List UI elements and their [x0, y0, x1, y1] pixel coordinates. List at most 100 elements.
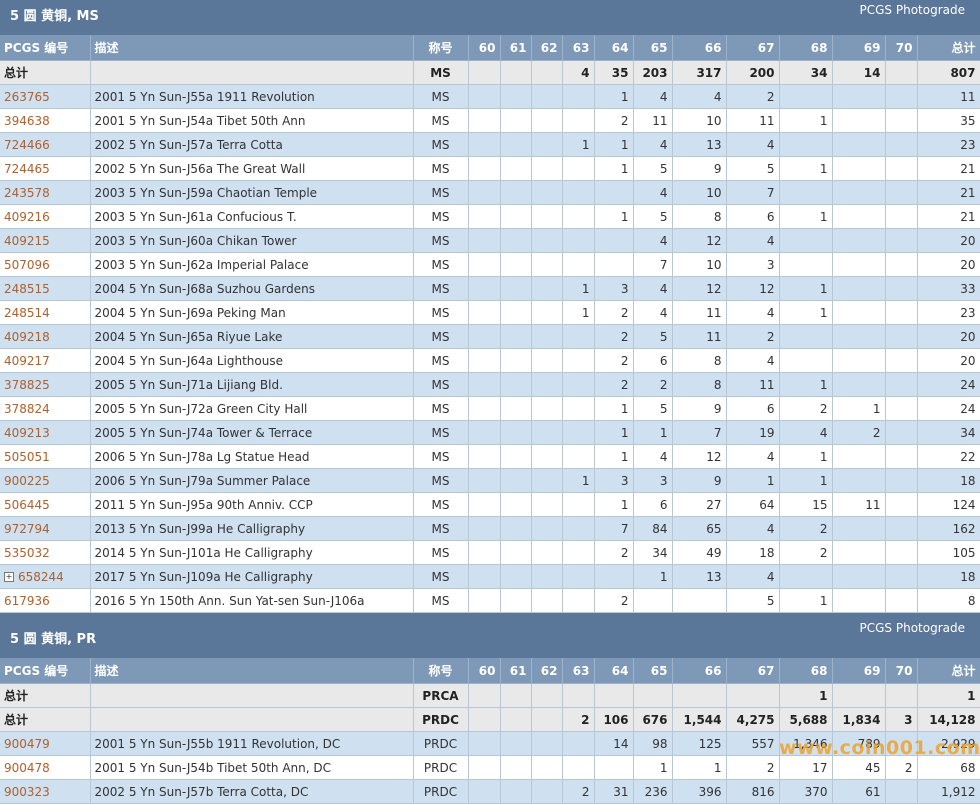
column-header[interactable]: 称号: [413, 658, 469, 684]
count-cell: 11: [633, 108, 673, 133]
pcgs-number-link[interactable]: 409213: [4, 425, 50, 440]
count-cell: [500, 420, 532, 445]
pcgs-number-link[interactable]: 378825: [4, 377, 50, 392]
pcgs-number-link[interactable]: 248515: [4, 281, 50, 296]
count-cell: 2: [779, 396, 833, 421]
pcgs-number-link[interactable]: 724465: [4, 161, 50, 176]
count-cell: [779, 132, 833, 157]
column-header[interactable]: 70: [885, 658, 918, 684]
expand-icon[interactable]: +: [4, 572, 14, 582]
count-cell: 2: [562, 707, 595, 732]
column-header[interactable]: 65: [633, 35, 673, 61]
count-cell: 1: [594, 492, 634, 517]
pcgs-number-cell: 900225: [0, 468, 91, 493]
column-header[interactable]: 62: [531, 658, 563, 684]
pcgs-number-link[interactable]: 900479: [4, 736, 50, 751]
pcgs-number-link[interactable]: 505051: [4, 449, 50, 464]
pcgs-number-link[interactable]: 409217: [4, 353, 50, 368]
count-cell: [633, 588, 673, 613]
pcgs-number-link[interactable]: 507096: [4, 257, 50, 272]
pcgs-number-link[interactable]: 972794: [4, 521, 50, 536]
column-header[interactable]: PCGS 编号: [0, 658, 91, 684]
count-cell: [885, 252, 918, 277]
count-cell: [500, 156, 532, 181]
column-header[interactable]: 68: [779, 35, 833, 61]
count-cell: 8: [672, 348, 727, 373]
count-cell: [885, 468, 918, 493]
column-header[interactable]: 66: [672, 658, 727, 684]
column-header[interactable]: 67: [726, 658, 780, 684]
description-cell: 2004 5 Yn Sun-J65a Riyue Lake: [90, 324, 414, 349]
coin-row: 248515 2004 5 Yn Sun-J68a Suzhou Gardens M…: [0, 276, 980, 301]
pcgs-number-link[interactable]: 248514: [4, 305, 50, 320]
column-header[interactable]: 总计: [917, 658, 980, 684]
pcgs-number-cell: 263765: [0, 84, 91, 109]
pcgs-number-link[interactable]: 378824: [4, 401, 50, 416]
pcgs-number-cell: 243578: [0, 180, 91, 205]
pcgs-number-link[interactable]: 409216: [4, 209, 50, 224]
count-cell: [531, 180, 563, 205]
count-cell: [500, 300, 532, 325]
column-header[interactable]: 62: [531, 35, 563, 61]
column-header[interactable]: 66: [672, 35, 727, 61]
column-header[interactable]: 称号: [413, 35, 469, 61]
pcgs-number-link[interactable]: 535032: [4, 545, 50, 560]
count-cell: [832, 324, 886, 349]
count-cell: 1: [917, 683, 980, 708]
photograde-link[interactable]: PCGS Photograde: [859, 621, 965, 635]
coin-row: 507096 2003 5 Yn Sun-J62a Imperial Palace…: [0, 252, 980, 277]
pcgs-number-link[interactable]: 900478: [4, 760, 50, 775]
column-header[interactable]: 70: [885, 35, 918, 61]
column-header[interactable]: 63: [562, 658, 595, 684]
column-header[interactable]: 60: [468, 35, 501, 61]
count-cell: [885, 276, 918, 301]
column-header[interactable]: 69: [832, 658, 886, 684]
photograde-link[interactable]: PCGS Photograde: [859, 3, 965, 17]
count-cell: [531, 348, 563, 373]
count-cell: 1: [779, 588, 833, 613]
column-header[interactable]: 69: [832, 35, 886, 61]
pcgs-number-link[interactable]: 409215: [4, 233, 50, 248]
column-header[interactable]: 总计: [917, 35, 980, 61]
count-cell: 5: [633, 204, 673, 229]
pcgs-number-link[interactable]: 724466: [4, 137, 50, 152]
column-header[interactable]: 描述: [90, 35, 414, 61]
pcgs-number-link[interactable]: 243578: [4, 185, 50, 200]
coin-row: 900478 2001 5 Yn Sun-J54b Tibet 50th Ann,…: [0, 755, 980, 780]
count-cell: 6: [633, 348, 673, 373]
count-cell: 31: [594, 779, 634, 804]
count-cell: 2: [594, 588, 634, 613]
column-header[interactable]: PCGS 编号: [0, 35, 91, 61]
column-header[interactable]: 64: [594, 35, 634, 61]
column-header[interactable]: 68: [779, 658, 833, 684]
column-header[interactable]: 63: [562, 35, 595, 61]
count-cell: [562, 588, 595, 613]
pcgs-number-link[interactable]: 658244: [18, 569, 64, 584]
count-cell: [832, 444, 886, 469]
designation-cell: MS: [413, 84, 469, 109]
count-cell: [779, 84, 833, 109]
column-header[interactable]: 60: [468, 658, 501, 684]
pcgs-number-link[interactable]: 394638: [4, 113, 50, 128]
pcgs-number-link[interactable]: 617936: [4, 593, 50, 608]
pcgs-number-link[interactable]: 900225: [4, 473, 50, 488]
pcgs-number-link[interactable]: 409218: [4, 329, 50, 344]
pcgs-number-link[interactable]: 263765: [4, 89, 50, 104]
count-cell: 6: [726, 204, 780, 229]
designation-cell: MS: [413, 420, 469, 445]
count-cell: 4: [633, 228, 673, 253]
description-cell: 2001 5 Yn Sun-J55a 1911 Revolution: [90, 84, 414, 109]
designation-cell: MS: [413, 540, 469, 565]
column-header[interactable]: 61: [500, 35, 532, 61]
column-header[interactable]: 61: [500, 658, 532, 684]
designation-cell: MS: [413, 492, 469, 517]
pcgs-number-link[interactable]: 506445: [4, 497, 50, 512]
column-header[interactable]: 65: [633, 658, 673, 684]
column-header[interactable]: 描述: [90, 658, 414, 684]
pcgs-number-link[interactable]: 900323: [4, 784, 50, 799]
column-header[interactable]: 67: [726, 35, 780, 61]
column-header[interactable]: 64: [594, 658, 634, 684]
coin-row: 243578 2003 5 Yn Sun-J59a Chaotian Temple…: [0, 180, 980, 205]
description-cell: 2003 5 Yn Sun-J62a Imperial Palace: [90, 252, 414, 277]
pcgs-number-cell: 409215: [0, 228, 91, 253]
